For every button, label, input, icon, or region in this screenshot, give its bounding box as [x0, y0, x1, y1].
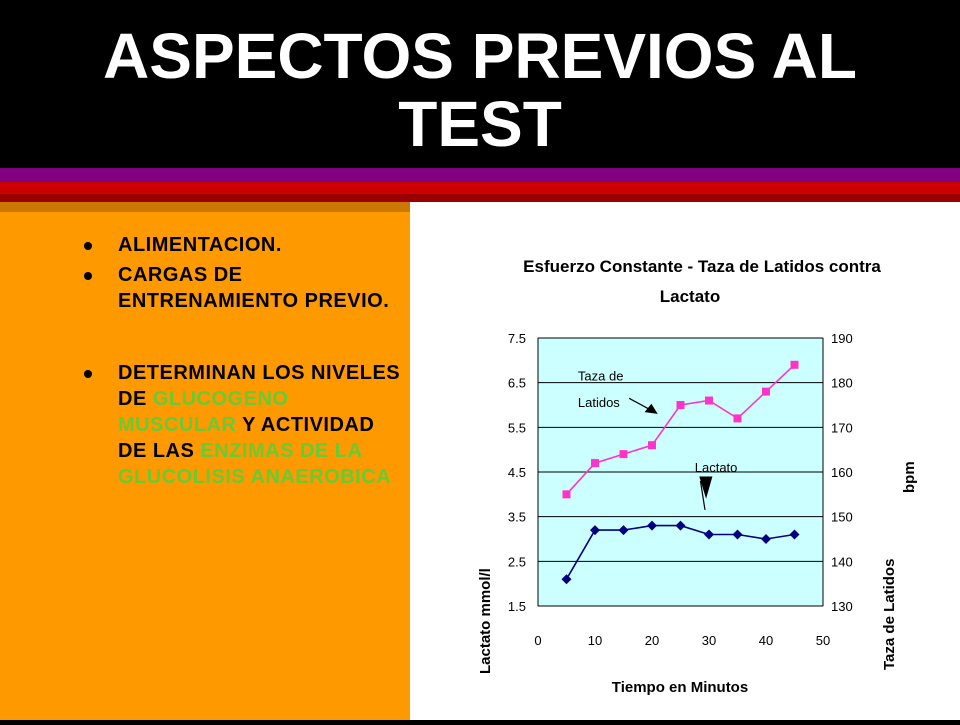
- y-right-axis-label-line2: bpm: [901, 461, 918, 493]
- data-point: [761, 534, 771, 544]
- data-point: [705, 396, 713, 405]
- x-tick-label: 40: [759, 633, 773, 648]
- data-point: [562, 490, 571, 499]
- bullet-text: CARGAS DE ENTRENAMIENTO PREVIO.: [118, 264, 390, 312]
- y-right-tick-label: 170: [831, 420, 853, 435]
- bullet-panel: [0, 202, 410, 720]
- slide-title: ASPECTOS PREVIOS AL TEST: [103, 20, 857, 160]
- x-tick-label: 20: [645, 633, 659, 648]
- bullet-dot: [84, 272, 92, 280]
- data-point: [704, 529, 714, 540]
- bullet-highlight: ENZIMAS DE LA GLUCOLISIS ANAEROBICA: [118, 440, 392, 488]
- bullet-item: DETERMINAN LOS NIVELES DE GLUCOGENO MUSC…: [84, 360, 404, 490]
- y-right-tick-label: 180: [831, 376, 853, 391]
- data-point: [675, 520, 686, 531]
- data-point: [733, 414, 742, 423]
- data-point: [618, 525, 629, 536]
- annotation-label-lactate: Lactato: [695, 460, 738, 475]
- stripe-red: [0, 182, 960, 194]
- y-left-tick-label: 7.5: [508, 331, 526, 346]
- bullet-highlight: GLUCOGENO MUSCULAR: [118, 388, 289, 436]
- y-right-tick-label: 140: [831, 554, 853, 569]
- y-left-tick-label: 1.5: [508, 599, 526, 614]
- bullet-text-part: DETERMINAN LOS NIVELES DE: [118, 362, 401, 410]
- y-left-tick-label: 5.5: [508, 420, 526, 435]
- bullet-item: ALIMENTACION.: [84, 232, 404, 258]
- annotation-label-heart-rate: Taza de: [578, 368, 624, 383]
- data-point: [790, 360, 799, 369]
- bullet-item: CARGAS DE ENTRENAMIENTO PREVIO.: [84, 262, 404, 314]
- y-right-tick-label: 150: [831, 510, 853, 525]
- data-point: [591, 459, 599, 468]
- data-point: [647, 520, 657, 531]
- x-tick-label: 30: [702, 633, 716, 648]
- annotation-arrow-line: [699, 480, 706, 511]
- bullet-text: ALIMENTACION.: [118, 234, 282, 256]
- x-axis-label: Tiempo en Minutos: [612, 679, 748, 696]
- y-right-axis-label-line1: Taza de Latidos: [881, 559, 898, 670]
- data-point: [590, 525, 600, 536]
- bullet-dot: [84, 242, 92, 250]
- chart-panel: Esfuerzo Constante - Taza de Latidos con…: [410, 202, 960, 720]
- y-left-tick-label: 4.5: [508, 465, 526, 480]
- x-tick-label: 10: [588, 633, 602, 648]
- data-point: [676, 401, 685, 409]
- annotation-label-heart-rate: Latidos: [578, 395, 620, 410]
- data-point: [619, 450, 628, 459]
- x-tick-label: 50: [816, 633, 830, 648]
- y-left-tick-label: 6.5: [508, 376, 526, 391]
- chart: Esfuerzo Constante - Taza de Latidos con…: [477, 257, 918, 696]
- bullet-dot: [84, 370, 92, 378]
- chart-title-line1: Esfuerzo Constante - Taza de Latidos con…: [523, 257, 881, 276]
- annotation-arrow-line: [628, 397, 649, 410]
- y-left-axis-label: Lactato mmol/l: [477, 568, 494, 674]
- stripe-purple: [0, 168, 960, 182]
- bullet-list: ALIMENTACION. CARGAS DE ENTRENAMIENTO PR…: [84, 232, 404, 490]
- stripe-dark-red: [0, 194, 960, 202]
- data-point: [648, 441, 656, 450]
- y-right-tick-label: 130: [831, 599, 853, 614]
- chart-title-line2: Lactato: [660, 287, 720, 306]
- panel-top-band: [0, 202, 410, 212]
- y-right-tick-label: 160: [831, 465, 853, 480]
- y-left-tick-label: 3.5: [508, 510, 526, 525]
- y-right-tick-label: 190: [831, 331, 853, 346]
- data-point: [732, 529, 743, 540]
- annotation-arrow-head: [644, 403, 658, 414]
- y-left-tick-label: 2.5: [508, 554, 526, 569]
- x-tick-label: 0: [534, 633, 541, 648]
- data-point: [789, 529, 800, 540]
- data-point: [762, 387, 770, 396]
- bullet-text-part: Y ACTIVIDAD DE LAS: [118, 414, 375, 462]
- annotation-arrow-head: [699, 476, 713, 499]
- data-point: [561, 574, 572, 585]
